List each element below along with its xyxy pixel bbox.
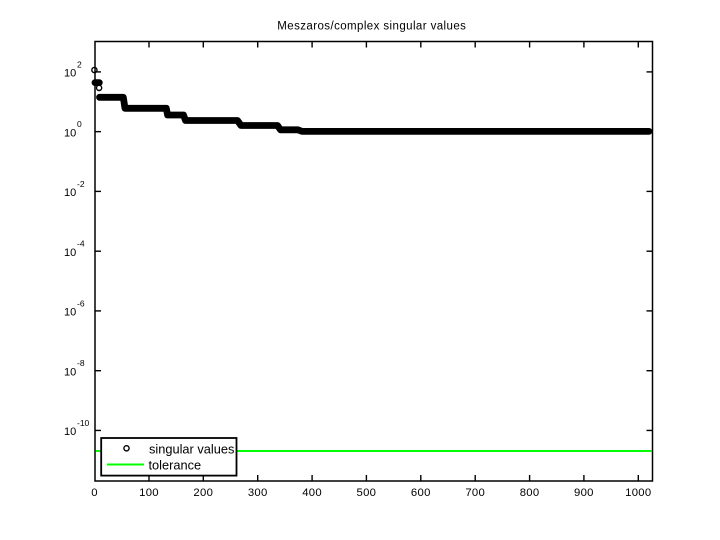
- svg-text:300: 300: [248, 487, 268, 499]
- svg-text:2: 2: [77, 59, 82, 69]
- svg-text:-6: -6: [77, 298, 85, 308]
- svg-text:900: 900: [574, 487, 594, 499]
- svg-text:10: 10: [64, 68, 76, 80]
- svg-text:-2: -2: [77, 179, 85, 189]
- svg-text:10: 10: [64, 307, 76, 319]
- svg-text:-8: -8: [77, 358, 85, 368]
- svg-text:10: 10: [64, 366, 76, 378]
- svg-text:200: 200: [193, 487, 213, 499]
- svg-text:0: 0: [77, 119, 82, 129]
- svg-text:10: 10: [64, 247, 76, 259]
- svg-text:Meszaros/complex singular valu: Meszaros/complex singular values: [277, 21, 466, 33]
- svg-text:-4: -4: [77, 239, 85, 249]
- svg-text:600: 600: [411, 487, 431, 499]
- svg-text:400: 400: [302, 487, 322, 499]
- svg-text:1000: 1000: [625, 487, 651, 499]
- svg-text:10: 10: [64, 426, 76, 438]
- svg-text:700: 700: [465, 487, 485, 499]
- svg-text:10: 10: [64, 127, 76, 139]
- svg-text:tolerance: tolerance: [149, 458, 202, 473]
- svg-text:800: 800: [520, 487, 540, 499]
- svg-text:-10: -10: [77, 418, 90, 428]
- svg-text:0: 0: [91, 487, 98, 499]
- svg-text:100: 100: [139, 487, 159, 499]
- svg-text:singular values: singular values: [149, 441, 234, 456]
- svg-text:500: 500: [357, 487, 377, 499]
- svg-text:10: 10: [64, 187, 76, 199]
